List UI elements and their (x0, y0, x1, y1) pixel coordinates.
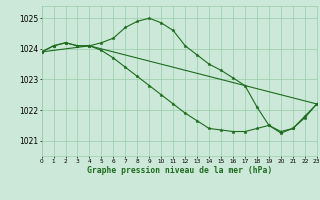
X-axis label: Graphe pression niveau de la mer (hPa): Graphe pression niveau de la mer (hPa) (87, 166, 272, 175)
